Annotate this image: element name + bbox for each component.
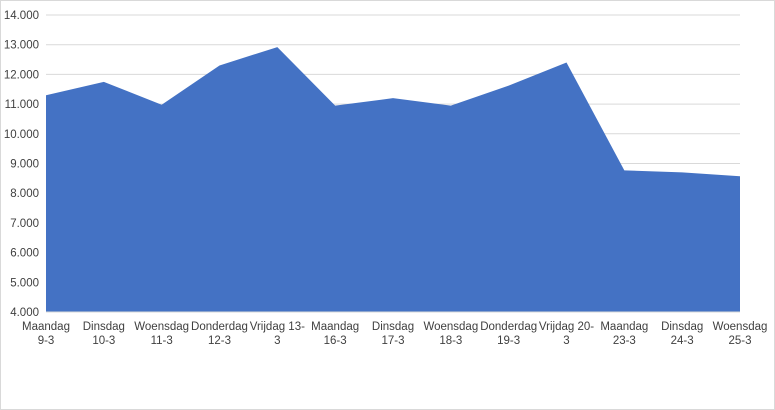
y-tick-label: 8.000 xyxy=(10,188,39,200)
y-tick-label: 14.000 xyxy=(4,10,39,22)
x-tick-label: Maandag 9-3 xyxy=(22,321,70,347)
x-tick-label: Dinsdag 10-3 xyxy=(83,321,125,347)
x-tick-label: Vrijdag 20-3 xyxy=(539,321,594,347)
x-tick-label: Dinsdag 17-3 xyxy=(372,321,414,347)
x-tick-label: Dinsdag 24-3 xyxy=(661,321,703,347)
y-tick-label: 7.000 xyxy=(10,218,39,230)
area-fill xyxy=(46,47,740,313)
y-tick-label: 11.000 xyxy=(5,99,39,111)
x-tick-label: Woensdag 25-3 xyxy=(713,321,768,347)
series-area xyxy=(46,47,740,313)
y-tick-label: 13.000 xyxy=(4,40,39,52)
y-axis: 4.000 5.000 6.000 7.000 8.000 9.000 10.000 11.0… xyxy=(4,10,39,319)
x-tick-label: Woensdag 11-3 xyxy=(134,321,189,347)
y-tick-label: 5.000 xyxy=(10,277,39,289)
x-tick-label: Donderdag 12-3 xyxy=(191,321,248,347)
x-tick-label: Vrijdag 13-3 xyxy=(250,321,305,347)
x-tick-label: Maandag 23-3 xyxy=(600,321,648,347)
y-tick-label: 6.000 xyxy=(10,248,39,260)
y-tick-label: 12.000 xyxy=(4,69,39,81)
x-tick-label: Maandag 16-3 xyxy=(311,321,359,347)
y-tick-label: 10.000 xyxy=(4,129,39,141)
y-tick-label: 4.000 xyxy=(10,307,39,319)
x-tick-label: Woensdag 18-3 xyxy=(423,321,478,347)
y-tick-label: 9.000 xyxy=(10,159,39,171)
x-tick-label: Donderdag 19-3 xyxy=(480,321,537,347)
